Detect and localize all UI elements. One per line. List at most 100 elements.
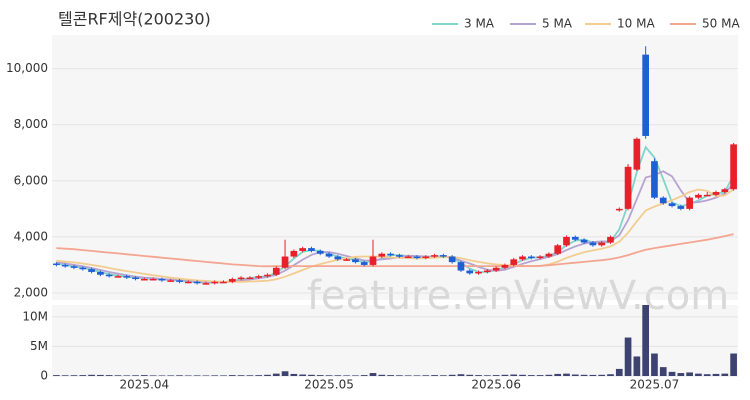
volume-bar bbox=[431, 375, 438, 376]
candle-body bbox=[510, 259, 518, 265]
volume-bar bbox=[114, 375, 122, 376]
candle-body bbox=[642, 54, 649, 136]
volume-bar bbox=[272, 373, 280, 376]
volume-bar bbox=[440, 375, 447, 376]
candle-body bbox=[228, 278, 236, 282]
candle-body bbox=[325, 253, 333, 257]
candle-body bbox=[184, 281, 192, 284]
volume-bar bbox=[105, 375, 113, 376]
volume-bar bbox=[545, 374, 553, 376]
candle-body bbox=[290, 250, 298, 257]
candle-body bbox=[369, 256, 377, 265]
candle-body bbox=[607, 236, 614, 243]
y-tick-label: 4,000 bbox=[14, 229, 48, 243]
candle-body bbox=[176, 280, 183, 282]
candle-body bbox=[149, 278, 157, 281]
candle-body bbox=[220, 281, 227, 284]
y-tick-label: 8,000 bbox=[14, 117, 48, 131]
candle-body bbox=[334, 256, 342, 260]
candle-body bbox=[132, 277, 139, 280]
candle-body bbox=[519, 256, 526, 260]
volume-bar bbox=[352, 375, 359, 376]
candle-body bbox=[61, 264, 69, 267]
volume-bar bbox=[184, 375, 192, 376]
candle-body bbox=[70, 266, 78, 268]
candle-body bbox=[281, 256, 289, 268]
legend-label: 50 MA bbox=[702, 17, 740, 31]
volume-bar bbox=[61, 375, 69, 376]
volume-bar bbox=[360, 375, 368, 376]
volume-bar bbox=[413, 375, 421, 376]
candle-body bbox=[695, 194, 702, 198]
volume-bar bbox=[422, 375, 430, 376]
volume-bar bbox=[299, 374, 306, 376]
volume-bar bbox=[598, 374, 606, 376]
volume-bar bbox=[79, 375, 87, 376]
candle-body bbox=[686, 197, 693, 209]
volume-bar bbox=[220, 375, 227, 376]
volume-bar bbox=[712, 373, 720, 376]
volume-bar bbox=[202, 375, 210, 376]
volume-bar bbox=[404, 375, 412, 376]
candle-body bbox=[211, 281, 219, 284]
volume-bar bbox=[475, 375, 482, 376]
y2-tick-label: 5M bbox=[30, 339, 48, 353]
volume-bar bbox=[255, 375, 263, 376]
volume-bar bbox=[308, 374, 315, 376]
candle-body bbox=[475, 271, 482, 274]
y-tick-label: 6,000 bbox=[14, 173, 48, 187]
volume-bar bbox=[554, 373, 562, 376]
volume-bar bbox=[70, 375, 78, 376]
candle-body bbox=[615, 208, 623, 211]
volume-bar bbox=[149, 375, 157, 376]
candle-body bbox=[448, 256, 456, 263]
volume-bar bbox=[484, 375, 491, 376]
volume-bar bbox=[536, 375, 544, 376]
volume-bar bbox=[334, 375, 342, 376]
candle-body bbox=[563, 236, 570, 246]
candle-body bbox=[378, 253, 386, 257]
candle-body bbox=[501, 264, 509, 268]
candle-body bbox=[554, 245, 562, 254]
volume-bar bbox=[668, 371, 676, 376]
candle-body bbox=[431, 255, 438, 257]
candle-body bbox=[202, 283, 210, 285]
volume-bar bbox=[466, 374, 474, 376]
candle-body bbox=[97, 271, 104, 275]
volume-bar bbox=[624, 337, 632, 376]
candle-body bbox=[158, 278, 166, 281]
candle-body bbox=[123, 276, 131, 278]
candle-body bbox=[492, 267, 500, 271]
volume-bar bbox=[387, 375, 394, 376]
volume-bar bbox=[211, 375, 219, 376]
candle-body bbox=[360, 262, 368, 265]
volume-bar bbox=[193, 375, 201, 376]
volume-bar bbox=[53, 375, 60, 376]
candle-body bbox=[668, 203, 676, 207]
y-tick-label: 2,000 bbox=[14, 285, 48, 299]
candle-body bbox=[404, 256, 412, 259]
candle-body bbox=[466, 270, 474, 274]
x-tick-label: 2025.05 bbox=[304, 378, 354, 392]
volume-bar bbox=[228, 375, 236, 376]
candle-body bbox=[545, 253, 553, 257]
volume-bar bbox=[686, 372, 693, 376]
candle-body bbox=[237, 277, 245, 280]
volume-bar bbox=[703, 374, 711, 376]
volume-bar bbox=[158, 375, 166, 376]
volume-bar bbox=[176, 375, 183, 376]
volume-bar bbox=[448, 374, 456, 376]
volume-bar bbox=[563, 373, 570, 376]
volume-bar bbox=[677, 373, 685, 376]
volume-bar bbox=[492, 375, 500, 376]
volume-bar bbox=[123, 375, 131, 376]
volume-bar bbox=[519, 374, 526, 376]
candle-body bbox=[79, 267, 87, 270]
candle-body bbox=[571, 236, 579, 240]
candle-body bbox=[396, 255, 403, 257]
candle-body bbox=[352, 259, 359, 263]
candle-body bbox=[580, 239, 588, 243]
y-tick-label: 10,000 bbox=[6, 61, 48, 75]
volume-bar bbox=[167, 375, 175, 376]
candle-body bbox=[457, 262, 465, 271]
